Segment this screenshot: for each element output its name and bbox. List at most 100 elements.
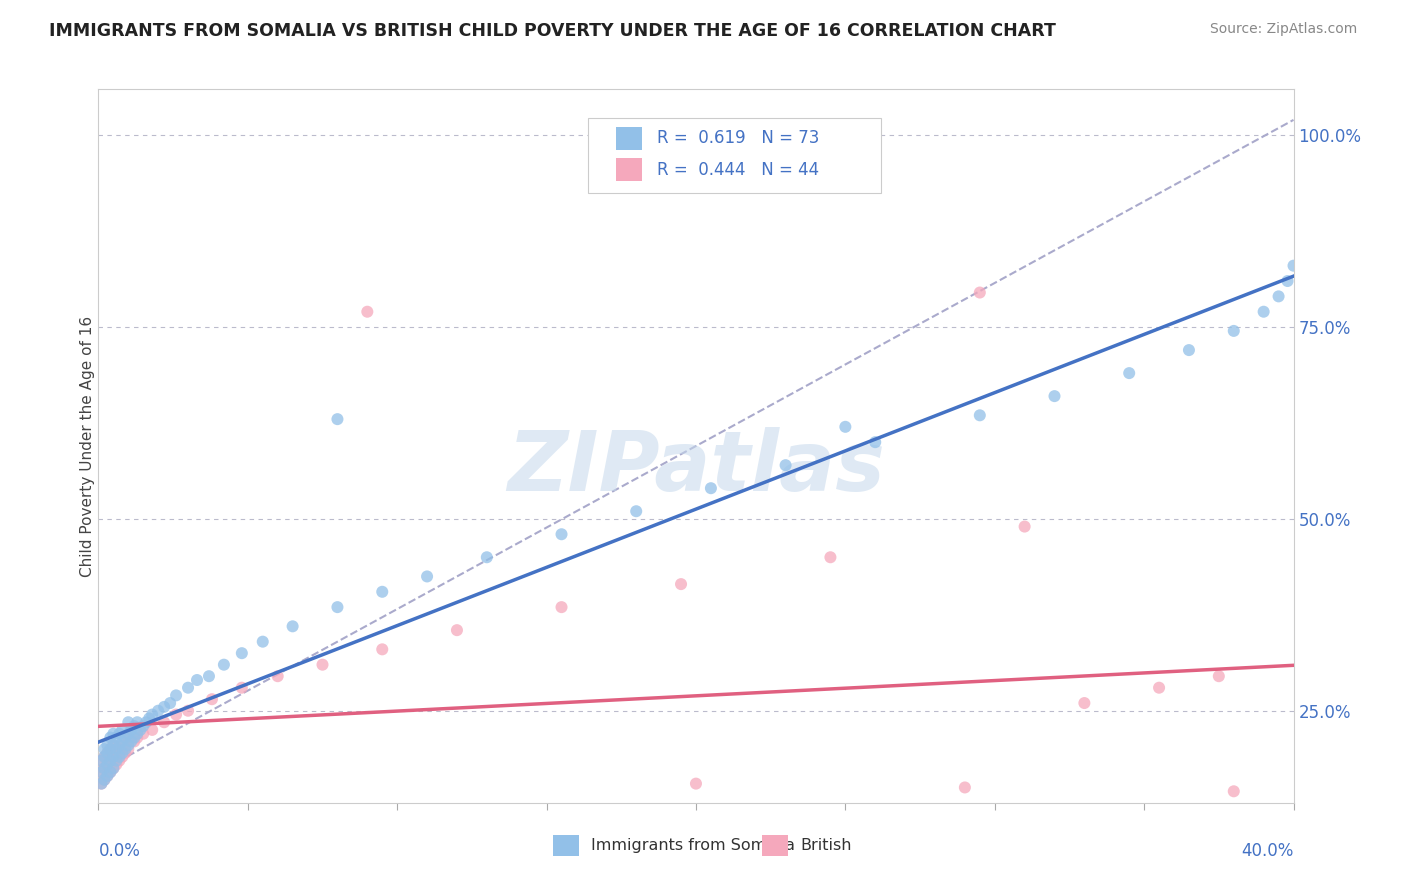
Point (700, 481, 723, 495)
Point (212, 657, 235, 672)
Point (1208, 669, 1230, 683)
Point (953, 780, 976, 795)
Point (186, 673, 208, 687)
Point (96, 769, 118, 783)
Point (98, 754, 122, 768)
Point (98, 765, 122, 780)
Point (120, 734, 142, 748)
Point (177, 704, 200, 718)
Point (550, 600, 572, 615)
Text: British: British (800, 838, 852, 853)
Text: 0.0%: 0.0% (98, 842, 141, 860)
Point (98, 731, 122, 745)
Text: R =  0.444   N = 44: R = 0.444 N = 44 (657, 161, 818, 178)
Point (98, 754, 122, 768)
Point (117, 738, 139, 752)
Point (103, 761, 125, 775)
Point (111, 746, 134, 760)
Point (159, 696, 181, 710)
Point (148, 704, 170, 718)
Point (834, 419, 856, 434)
FancyBboxPatch shape (553, 835, 579, 856)
Point (93, 742, 115, 756)
Point (267, 669, 290, 683)
Point (105, 757, 128, 772)
Point (90, 765, 112, 780)
Point (90, 765, 112, 780)
Point (820, 550, 842, 565)
Point (124, 734, 146, 748)
Point (138, 711, 160, 725)
Point (114, 742, 136, 756)
Point (969, 409, 991, 423)
Point (90, 776, 112, 790)
Text: Immigrants from Somalia: Immigrants from Somalia (591, 838, 794, 853)
Point (105, 742, 128, 756)
Point (98, 765, 122, 780)
Point (153, 699, 176, 714)
Point (1253, 304, 1275, 318)
Point (108, 749, 131, 764)
Point (371, 642, 394, 657)
Point (1282, 259, 1305, 273)
Point (103, 738, 125, 752)
Point (129, 723, 152, 737)
Point (127, 727, 149, 741)
Point (103, 738, 125, 752)
Point (108, 754, 131, 768)
Point (120, 723, 142, 737)
FancyBboxPatch shape (762, 835, 787, 856)
Point (153, 715, 176, 730)
Point (127, 715, 149, 730)
Point (669, 577, 692, 591)
Point (98, 742, 122, 756)
Point (93, 772, 115, 787)
Point (141, 707, 163, 722)
Point (90, 754, 112, 768)
Point (626, 504, 648, 518)
Point (124, 719, 146, 733)
Point (371, 584, 394, 599)
Point (1277, 274, 1299, 288)
Point (969, 285, 991, 300)
Point (93, 761, 115, 775)
Point (475, 550, 498, 565)
Point (1223, 324, 1246, 338)
Point (117, 731, 139, 745)
Point (96, 746, 118, 760)
Point (326, 600, 349, 615)
Point (550, 527, 572, 541)
Y-axis label: Child Poverty Under the Age of 16: Child Poverty Under the Age of 16 (80, 316, 94, 576)
Point (108, 742, 131, 756)
Point (90, 754, 112, 768)
FancyBboxPatch shape (589, 118, 882, 193)
Text: 40.0%: 40.0% (1241, 842, 1294, 860)
Point (1014, 519, 1036, 533)
Text: R =  0.619   N = 73: R = 0.619 N = 73 (657, 129, 818, 147)
Point (111, 749, 134, 764)
Point (108, 738, 131, 752)
Point (231, 646, 253, 660)
Point (90, 776, 112, 790)
Point (96, 757, 118, 772)
Point (132, 719, 155, 733)
Point (114, 746, 136, 760)
Point (103, 727, 125, 741)
Point (105, 746, 128, 760)
Point (105, 754, 128, 768)
Point (165, 707, 187, 722)
Point (416, 569, 439, 583)
Point (98, 742, 122, 756)
Point (177, 681, 200, 695)
Point (93, 749, 115, 764)
Point (775, 458, 797, 473)
FancyBboxPatch shape (616, 159, 643, 181)
Point (108, 727, 131, 741)
Point (281, 619, 304, 633)
Point (1178, 343, 1201, 357)
Point (1043, 389, 1066, 403)
Point (231, 681, 253, 695)
Point (117, 727, 139, 741)
Point (96, 757, 118, 772)
Point (1223, 784, 1246, 798)
